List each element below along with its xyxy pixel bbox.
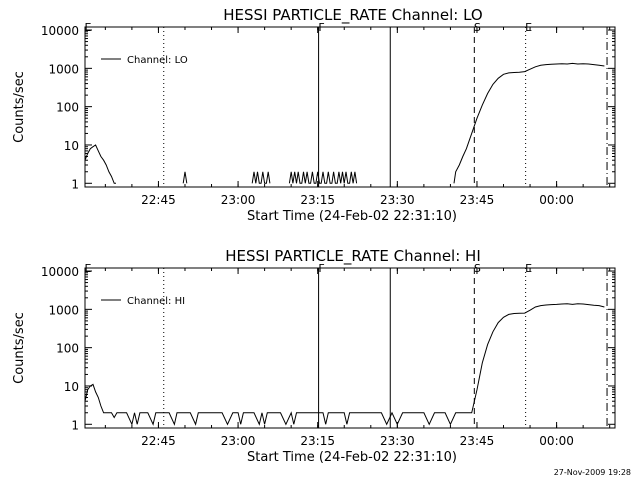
y-tick-label: 10000 xyxy=(41,24,79,38)
x-tick-label: 23:30 xyxy=(380,193,415,207)
x-tick-label: 23:00 xyxy=(221,434,256,448)
x-tick-label: 23:00 xyxy=(221,193,256,207)
plot-frame xyxy=(84,26,616,188)
chart-panel-lo: HESSI PARTICLE_RATE Channel: LO 22:45 23:0… xyxy=(12,6,616,224)
x-tick-label: 22:45 xyxy=(141,434,176,448)
chart-title: HESSI PARTICLE_RATE Channel: HI xyxy=(225,247,481,266)
chart-title: HESSI PARTICLE_RATE Channel: LO xyxy=(223,6,482,25)
legend-label: Channel: LO xyxy=(127,55,188,66)
x-axis-label: Start Time (24-Feb-02 22:31:10) xyxy=(247,209,457,224)
x-tick-label: 23:45 xyxy=(460,193,495,207)
legend-label: Channel: HI xyxy=(127,296,185,307)
marker-label: S xyxy=(474,21,481,34)
x-tick-label: 00:00 xyxy=(539,193,574,207)
series-line xyxy=(84,62,605,184)
marker-label: E xyxy=(525,21,532,34)
y-tick-label: 100 xyxy=(56,101,79,115)
x-tick-label: 23:15 xyxy=(300,434,335,448)
plot-frame xyxy=(84,267,616,429)
x-tick-label: 23:45 xyxy=(460,434,495,448)
y-tick-label: 10000 xyxy=(41,265,79,279)
y-tick-label: 1 xyxy=(71,418,79,432)
y-tick-label: 10 xyxy=(64,139,79,153)
marker-label: E xyxy=(85,262,92,275)
marker-label: E xyxy=(525,262,532,275)
x-tick-label: 23:30 xyxy=(380,434,415,448)
marker-label: S xyxy=(474,262,481,275)
y-axis-label: Counts/sec xyxy=(12,312,27,384)
x-tick-label: 23:15 xyxy=(300,193,335,207)
series-line xyxy=(84,303,605,426)
x-tick-label: 00:00 xyxy=(539,434,574,448)
x-tick-label: 22:45 xyxy=(141,193,176,207)
y-tick-label: 1000 xyxy=(48,62,79,76)
y-tick-label: 10 xyxy=(64,380,79,394)
y-tick-label: 1 xyxy=(71,177,79,191)
chart-panel-hi: HESSI PARTICLE_RATE Channel: HI 22:45 23:0… xyxy=(12,247,616,465)
marker-label: F xyxy=(318,262,324,275)
y-tick-label: 1000 xyxy=(48,303,79,317)
x-axis-label: Start Time (24-Feb-02 22:31:10) xyxy=(247,450,457,465)
y-tick-label: 100 xyxy=(56,342,79,356)
marker-label: F xyxy=(318,21,324,34)
timestamp-label: 27-Nov-2009 19:28 xyxy=(554,468,631,477)
y-axis-label: Counts/sec xyxy=(12,71,27,143)
marker-label: E xyxy=(85,21,92,34)
